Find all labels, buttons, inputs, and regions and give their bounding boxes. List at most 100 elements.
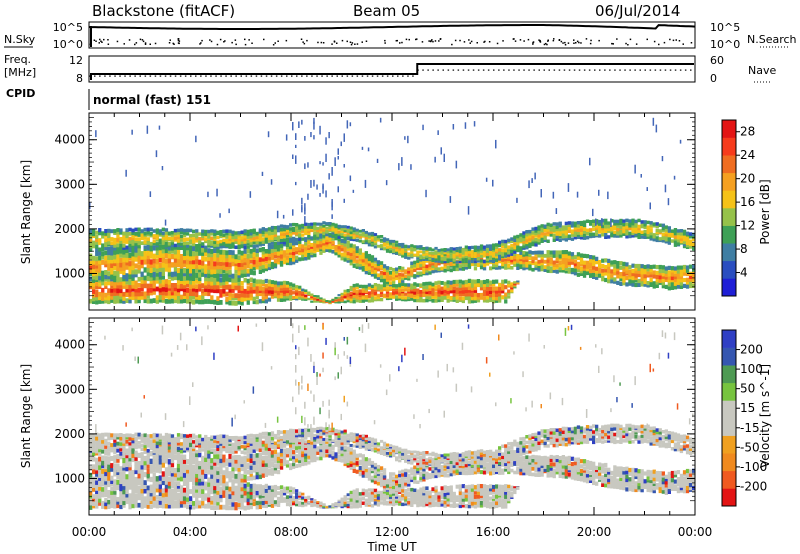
power-cell	[95, 260, 99, 266]
power-cell	[489, 297, 493, 303]
power-cell	[255, 244, 259, 248]
power-cell	[89, 282, 93, 287]
nave-point	[518, 69, 520, 71]
power-cell	[670, 234, 675, 238]
power-cell	[295, 228, 299, 233]
power-cell	[225, 231, 229, 236]
power-cell	[395, 297, 399, 301]
velocity-cell	[146, 444, 150, 448]
power-cell	[385, 280, 390, 285]
power-cell	[522, 256, 526, 260]
power-cell	[240, 254, 244, 260]
power-cell	[95, 296, 99, 301]
power-cell	[364, 236, 368, 240]
power-cell	[389, 295, 393, 299]
power-cell	[352, 238, 356, 242]
power-cell	[273, 226, 278, 230]
power-cell	[337, 233, 341, 237]
power-cell	[186, 232, 190, 236]
power-cell	[604, 277, 608, 283]
power-cell	[667, 286, 671, 291]
power-cell	[273, 289, 278, 293]
velocity-cell	[122, 489, 126, 495]
power-cell	[301, 229, 305, 233]
power-cell	[328, 226, 332, 229]
velocity-cell	[192, 504, 196, 510]
power-cell	[628, 231, 632, 236]
velocity-cell	[176, 503, 181, 509]
velocity-cell	[152, 459, 156, 465]
power-cell	[467, 260, 472, 264]
power-scatter-cell	[304, 216, 306, 224]
velocity-cell	[125, 433, 129, 438]
velocity-cell	[204, 473, 208, 479]
nsearch-point	[690, 42, 693, 44]
power-cell	[404, 244, 408, 248]
power-cell	[213, 237, 217, 242]
power-cell	[246, 241, 250, 246]
velocity-cell	[170, 488, 175, 494]
power-cell	[237, 231, 241, 235]
power-cell	[661, 272, 665, 277]
power-cell	[649, 280, 653, 285]
velocity-cell	[219, 442, 223, 446]
power-cell	[504, 246, 508, 251]
power-cell	[540, 261, 544, 266]
power-cell	[107, 291, 111, 296]
power-cell	[601, 224, 605, 229]
power-cell	[258, 288, 262, 293]
velocity-cell	[167, 491, 172, 497]
power-cell	[664, 230, 668, 235]
velocity-cell	[189, 504, 193, 510]
power-cell	[264, 252, 268, 257]
power-cell	[334, 225, 338, 229]
velocity-cell	[216, 474, 220, 480]
power-cell	[228, 262, 232, 268]
power-cell	[431, 259, 435, 262]
power-cell	[419, 295, 423, 300]
nsearch-point	[134, 43, 136, 46]
power-cell	[173, 266, 178, 272]
velocity-cell	[176, 466, 181, 473]
power-cell	[167, 242, 172, 246]
power-cell	[219, 277, 223, 283]
power-scatter-cell	[361, 146, 364, 150]
power-cell	[582, 260, 587, 265]
power-cell	[498, 254, 502, 259]
power-cell	[543, 224, 547, 228]
velocity-scatter-cell	[134, 356, 136, 361]
velocity-cell	[128, 456, 132, 462]
nsearch-point	[469, 42, 471, 44]
power-cell	[401, 269, 405, 273]
velocity-cell	[119, 504, 123, 510]
velocity-cell	[225, 458, 229, 464]
nave-point	[195, 75, 197, 77]
velocity-cell	[158, 449, 162, 453]
power-cell	[195, 284, 199, 289]
power-cell	[186, 259, 190, 265]
power-cell	[231, 273, 235, 279]
power-cell	[364, 241, 368, 245]
power-cell	[398, 297, 402, 301]
power-cell	[222, 291, 226, 297]
power-cell	[373, 263, 378, 268]
power-cell	[92, 244, 96, 249]
nave-label: Nave	[748, 64, 776, 77]
power-cell	[455, 290, 459, 295]
nsearch-point	[672, 39, 675, 42]
power-scatter-cell	[319, 193, 321, 197]
velocity-cell	[228, 500, 232, 506]
power-cell	[119, 237, 123, 241]
power-cell	[161, 233, 165, 238]
power-cell	[128, 273, 132, 280]
power-cell	[219, 257, 223, 262]
power-cell	[564, 263, 568, 268]
velocity-cell	[164, 487, 169, 493]
power-cell	[107, 240, 111, 245]
velocity-cell	[98, 486, 102, 491]
power-cell	[158, 266, 162, 272]
velocity-cell	[155, 437, 159, 442]
velocity-cell	[152, 491, 156, 497]
power-cell	[285, 249, 290, 254]
velocity-cell	[170, 496, 175, 501]
